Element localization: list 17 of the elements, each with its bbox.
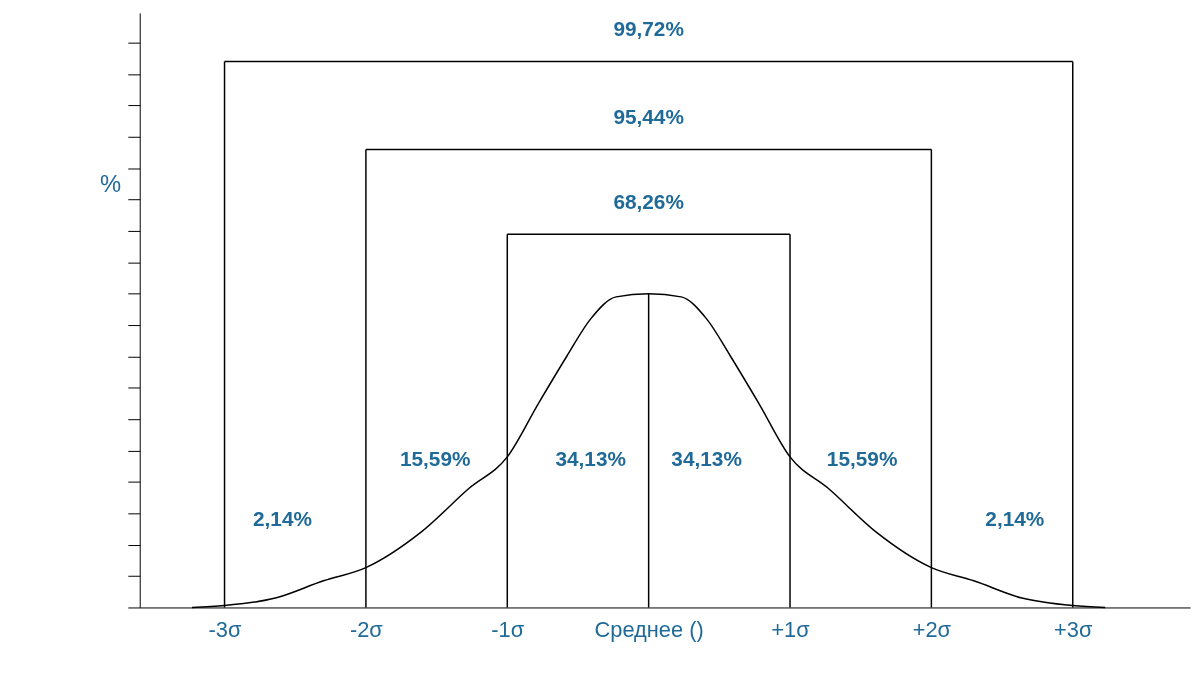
- x-tick-label: -2σ: [349, 616, 384, 642]
- annotation: 2,14%: [985, 506, 1045, 530]
- y-axis-title: %: [99, 169, 122, 197]
- x-tick-label: +2σ: [912, 616, 952, 642]
- text: 99,72%: [613, 17, 684, 41]
- text: 95,44%: [613, 105, 684, 129]
- x-tick-label: -1σ: [491, 616, 525, 642]
- x-tick-label: Среднее (): [594, 616, 704, 642]
- annotation: 34,13%: [671, 446, 742, 470]
- annotation: 15,59%: [399, 446, 471, 470]
- x-tick-label: +3σ: [1054, 616, 1093, 642]
- annotation: 15,59%: [826, 446, 898, 470]
- x-tick-label: -3σ: [208, 616, 242, 642]
- annotation: 2,14%: [253, 506, 312, 530]
- x-tick-label: +1σ: [771, 616, 811, 642]
- text: 68,26%: [613, 189, 684, 213]
- annotation: 34,13%: [555, 446, 626, 470]
